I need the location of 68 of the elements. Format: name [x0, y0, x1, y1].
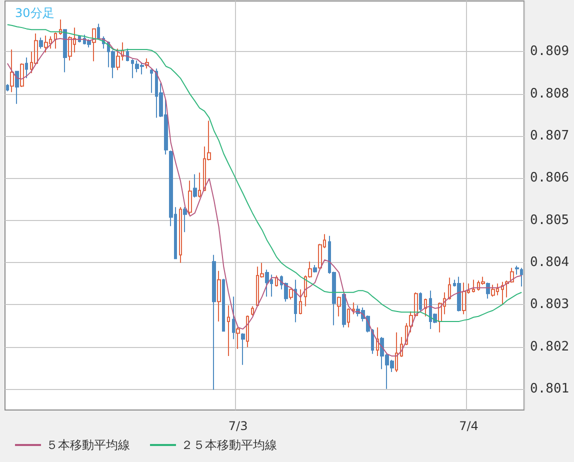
candlestick [241, 332, 245, 366]
candlestick [457, 276, 461, 312]
candlestick [183, 206, 187, 233]
candlestick [313, 264, 317, 274]
candlestick [59, 19, 62, 36]
candlestick [212, 254, 216, 390]
candlestick [20, 62, 24, 88]
candlestick [54, 32, 57, 50]
candlestick [232, 296, 235, 340]
x-tick-label: 7/4 [459, 419, 478, 433]
candlestick [63, 29, 67, 73]
candlestick [217, 270, 221, 322]
candlestick [25, 57, 28, 79]
candlestick [501, 281, 504, 306]
candlestick [222, 278, 225, 332]
candlestick [92, 28, 96, 62]
y-tick-label: 0.807 [530, 128, 570, 144]
candlestick [188, 180, 192, 215]
candlestick [44, 35, 48, 53]
candlestick [145, 58, 149, 69]
candlestick [424, 298, 427, 317]
candlestick [472, 279, 475, 293]
y-tick-label: 0.803 [530, 297, 570, 312]
x-tick-label: 7/3 [228, 419, 248, 433]
candlestick [419, 292, 422, 312]
candlestick [246, 315, 249, 348]
candlestick [294, 279, 297, 323]
candlestick [400, 336, 403, 358]
y-tick-label: 0.801 [530, 381, 570, 396]
candlestick [352, 302, 355, 315]
chart-title: 30分足 [15, 6, 54, 20]
candlestick [227, 304, 230, 357]
candlestick [395, 332, 398, 373]
candlestick [275, 274, 278, 287]
candlestick [193, 174, 197, 198]
candlestick [342, 293, 346, 328]
candlestick [462, 282, 466, 315]
candlestick [97, 23, 100, 40]
y-tick-label: 0.802 [530, 339, 570, 354]
candlestick [150, 68, 153, 94]
candlestick [491, 284, 495, 298]
candlestick [486, 282, 490, 300]
candlestick [15, 70, 19, 104]
candlestick [126, 48, 129, 62]
candlestick [6, 84, 9, 92]
candlestick [520, 267, 523, 287]
candlestick [265, 269, 269, 298]
y-tick-label: 0.809 [530, 44, 570, 60]
candlestick [289, 288, 293, 300]
legend-label: ２５本移動平均線 [181, 438, 277, 452]
legend-label: ５本移動平均線 [46, 438, 130, 452]
y-tick-label: 0.806 [530, 170, 570, 186]
candlestick [299, 288, 302, 315]
candlestick [251, 306, 254, 316]
candlestick [39, 37, 43, 50]
candlestick [10, 48, 14, 93]
candlestick [347, 308, 350, 328]
y-tick-label: 0.808 [530, 86, 570, 102]
y-tick-label: 0.805 [530, 212, 570, 228]
candlestick [376, 326, 379, 357]
candlestick [337, 296, 341, 317]
candlestick [448, 277, 451, 300]
candlestick [179, 206, 182, 264]
candlestick [87, 38, 91, 48]
candlestick [515, 265, 519, 276]
y-tick-label: 0.804 [530, 254, 570, 270]
candlestick [198, 172, 201, 198]
candlestick [236, 326, 240, 350]
